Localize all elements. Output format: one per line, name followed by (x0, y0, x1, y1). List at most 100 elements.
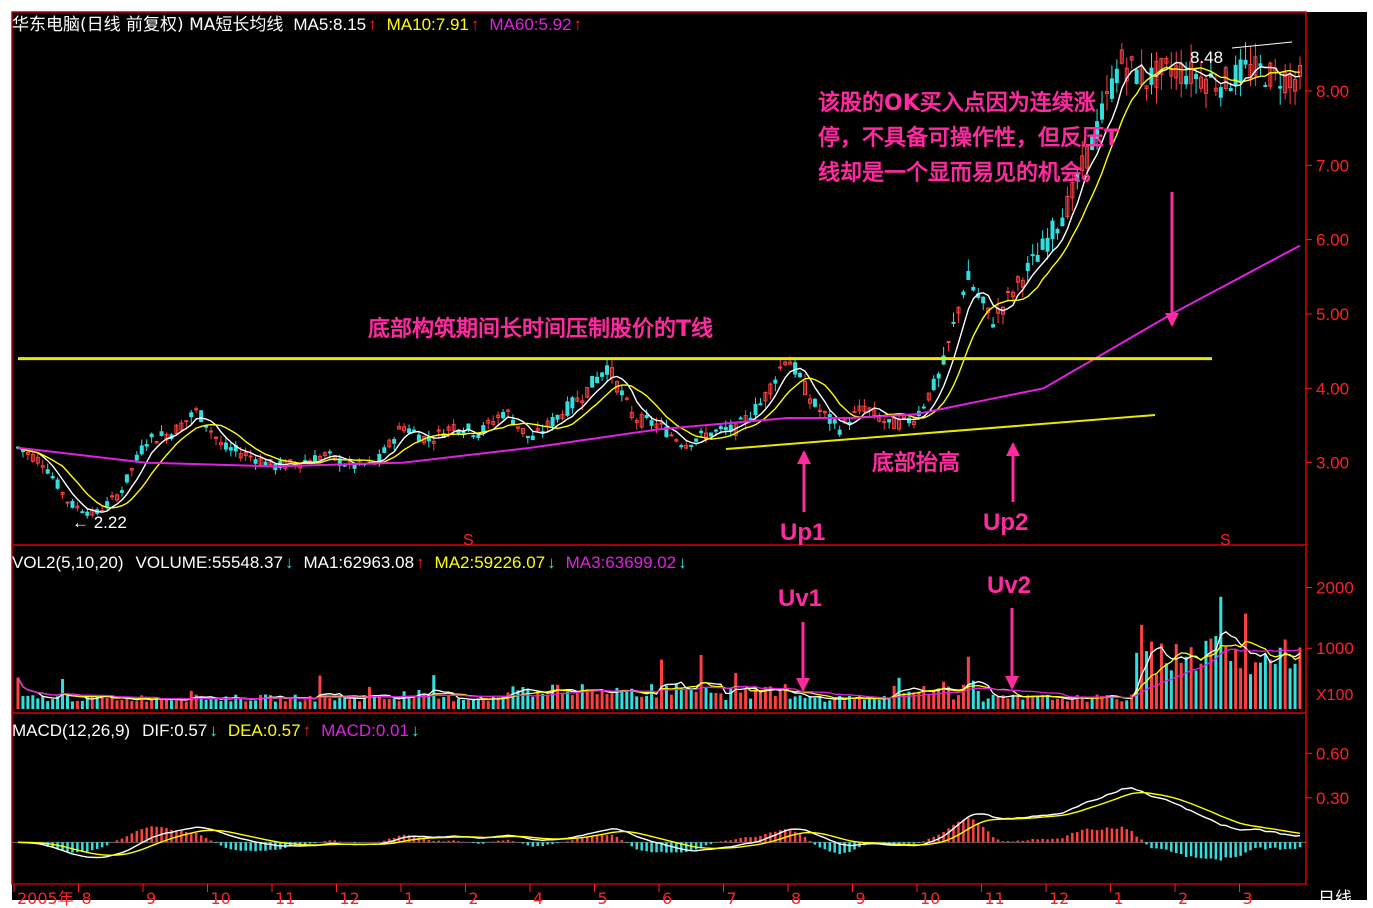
volume-bar (773, 695, 777, 709)
candle-body (436, 429, 441, 432)
candle-body (159, 431, 164, 436)
volume-bar (848, 695, 852, 709)
volume-bar (56, 696, 60, 709)
volume-bar (1105, 695, 1109, 709)
t-line-label: 底部构筑期间长时间压制股价的T线 (368, 316, 713, 342)
volume-bar (1214, 635, 1218, 709)
candle-body (669, 434, 674, 437)
candle-body (481, 425, 486, 433)
candle-body (1139, 66, 1144, 85)
candle-body (768, 383, 773, 395)
candle-body (753, 404, 758, 416)
candle-body (684, 444, 689, 449)
volume-bar (481, 699, 485, 709)
candle-body (144, 443, 149, 447)
volume-bar (1263, 654, 1267, 709)
volume-bar (432, 675, 436, 709)
volume-bar (46, 701, 50, 709)
volume-bar (209, 699, 213, 709)
volume-bar (407, 698, 411, 709)
volume-bar (991, 694, 995, 709)
volume-bar (244, 701, 248, 709)
candle-body (149, 433, 154, 438)
volume-bar (1179, 662, 1183, 709)
candle-body (1268, 62, 1273, 87)
candle-body (535, 427, 540, 432)
candle-body (1293, 79, 1298, 92)
candle-body (832, 419, 837, 424)
volume-bar (585, 689, 589, 709)
volume-bar (853, 698, 857, 709)
candle-body (798, 372, 803, 378)
volume-bar (976, 690, 980, 709)
candle-body (713, 429, 718, 432)
time-label: 11 (275, 889, 295, 908)
candle-body (857, 405, 862, 412)
volume-bar (783, 684, 787, 709)
candle-body (634, 420, 639, 423)
candle-body (45, 469, 50, 474)
volume-bar (833, 698, 837, 709)
volume-bar (966, 656, 970, 709)
volume-bar (303, 700, 307, 709)
volume-bar (353, 698, 357, 709)
volume-bar (268, 695, 272, 709)
volume-bar (1283, 639, 1287, 709)
candle-body (486, 419, 491, 424)
candle-body (124, 474, 129, 483)
volume-bar (239, 697, 243, 709)
price-tick-label: 5.00 (1316, 305, 1349, 324)
volume-bar (788, 698, 792, 709)
candle-body (1060, 217, 1065, 227)
candle-body (1199, 76, 1204, 89)
volume-bar (199, 699, 203, 709)
volume-bar (531, 696, 535, 709)
volume-bar (254, 700, 258, 709)
candle-body (431, 440, 436, 444)
price-legend-arrow: ↑ (574, 15, 583, 34)
candle-body (476, 434, 481, 438)
candle-body (605, 365, 610, 375)
candle-body (783, 361, 788, 366)
volume-bar (1209, 638, 1213, 709)
volume-bar (1154, 674, 1158, 709)
candle-body (377, 453, 382, 462)
time-label: 12 (1049, 889, 1069, 908)
candle-body (590, 376, 595, 388)
candle-body (1030, 254, 1035, 257)
volume-bar (328, 698, 332, 709)
candle-body (70, 500, 75, 508)
volume-bar (917, 691, 921, 709)
volume-bar (659, 659, 663, 709)
candle-body (629, 411, 634, 419)
volume-bar (1080, 697, 1084, 709)
candle-body (817, 409, 822, 412)
volume-bar (1075, 694, 1079, 709)
candle-body (679, 445, 684, 448)
volume-bar (110, 696, 114, 709)
candle-body (1025, 262, 1030, 271)
candle-body (1124, 67, 1129, 82)
candle-body (1080, 155, 1085, 171)
vol-tick-label: 2000 (1316, 578, 1354, 597)
candle-body (451, 423, 456, 431)
candle-body (1104, 90, 1109, 94)
volume-bar (333, 700, 337, 709)
volume-bar (1249, 674, 1253, 709)
volume-bar (90, 697, 94, 709)
candle-body (496, 414, 501, 419)
candle-body (1243, 59, 1248, 65)
volume-bar (135, 701, 139, 709)
volume-bar (1268, 659, 1272, 709)
candle-body (352, 464, 357, 469)
candle-body (961, 291, 966, 296)
candle-body (921, 406, 926, 409)
volume-bar (541, 693, 545, 709)
volume-bar (719, 693, 723, 709)
candle-body (1015, 276, 1020, 283)
volume-bar (1021, 699, 1025, 709)
vol-legend-arrow: ↓ (547, 553, 556, 572)
candle-body (407, 428, 412, 434)
candle-body (822, 410, 827, 414)
up2-label: Up2 (983, 509, 1028, 536)
